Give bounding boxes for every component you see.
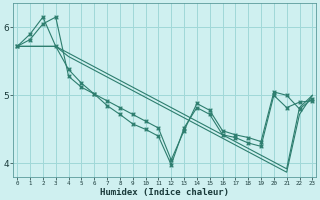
X-axis label: Humidex (Indice chaleur): Humidex (Indice chaleur): [100, 188, 229, 197]
